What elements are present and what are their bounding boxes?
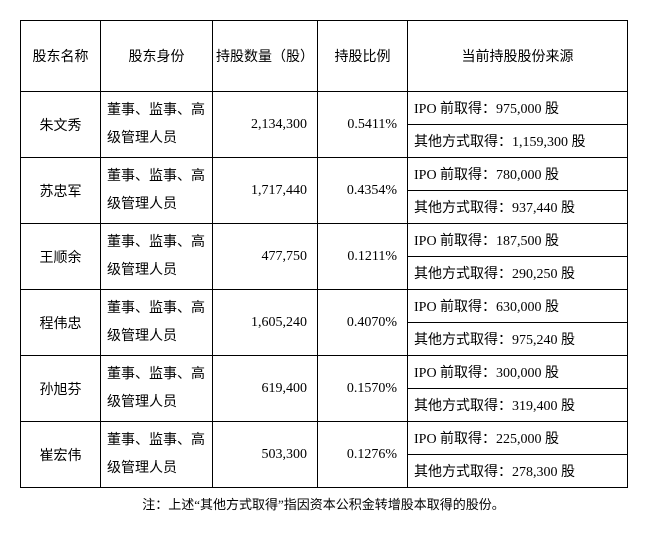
cell-source-ipo: IPO 前取得：975,000 股 — [408, 92, 628, 125]
table-header-row: 股东名称 股东身份 持股数量（股） 持股比例 当前持股股份来源 — [21, 21, 628, 92]
cell-role: 董事、监事、高级管理人员 — [101, 356, 213, 422]
cell-role: 董事、监事、高级管理人员 — [101, 290, 213, 356]
table-row: 孙旭芬董事、监事、高级管理人员619,4000.1570%IPO 前取得：300… — [21, 356, 628, 389]
col-header-src: 当前持股股份来源 — [408, 21, 628, 92]
cell-source-ipo: IPO 前取得：780,000 股 — [408, 158, 628, 191]
cell-source-other: 其他方式取得：937,440 股 — [408, 191, 628, 224]
footnote: 注：上述“其他方式取得”指因资本公积金转增股本取得的股份。 — [20, 494, 627, 513]
cell-source-other: 其他方式取得：278,300 股 — [408, 455, 628, 488]
col-header-name: 股东名称 — [21, 21, 101, 92]
col-header-pct: 持股比例 — [318, 21, 408, 92]
cell-pct: 0.1276% — [318, 422, 408, 488]
table-row: 程伟忠董事、监事、高级管理人员1,605,2400.4070%IPO 前取得：6… — [21, 290, 628, 323]
cell-name: 苏忠军 — [21, 158, 101, 224]
cell-qty: 619,400 — [213, 356, 318, 422]
cell-qty: 1,605,240 — [213, 290, 318, 356]
cell-name: 程伟忠 — [21, 290, 101, 356]
cell-source-other: 其他方式取得：290,250 股 — [408, 257, 628, 290]
cell-qty: 1,717,440 — [213, 158, 318, 224]
cell-name: 崔宏伟 — [21, 422, 101, 488]
cell-pct: 0.1211% — [318, 224, 408, 290]
cell-role: 董事、监事、高级管理人员 — [101, 422, 213, 488]
table-row: 朱文秀董事、监事、高级管理人员2,134,3000.5411%IPO 前取得：9… — [21, 92, 628, 125]
cell-name: 孙旭芬 — [21, 356, 101, 422]
table-row: 苏忠军董事、监事、高级管理人员1,717,4400.4354%IPO 前取得：7… — [21, 158, 628, 191]
cell-source-ipo: IPO 前取得：300,000 股 — [408, 356, 628, 389]
cell-qty: 2,134,300 — [213, 92, 318, 158]
table-row: 崔宏伟董事、监事、高级管理人员503,3000.1276%IPO 前取得：225… — [21, 422, 628, 455]
cell-pct: 0.5411% — [318, 92, 408, 158]
cell-name: 王顺余 — [21, 224, 101, 290]
shareholder-table: 股东名称 股东身份 持股数量（股） 持股比例 当前持股股份来源 朱文秀董事、监事… — [20, 20, 628, 488]
cell-qty: 477,750 — [213, 224, 318, 290]
cell-name: 朱文秀 — [21, 92, 101, 158]
cell-source-other: 其他方式取得：1,159,300 股 — [408, 125, 628, 158]
cell-qty: 503,300 — [213, 422, 318, 488]
cell-role: 董事、监事、高级管理人员 — [101, 92, 213, 158]
cell-source-ipo: IPO 前取得：225,000 股 — [408, 422, 628, 455]
col-header-qty: 持股数量（股） — [213, 21, 318, 92]
cell-source-other: 其他方式取得：319,400 股 — [408, 389, 628, 422]
cell-pct: 0.4070% — [318, 290, 408, 356]
cell-source-ipo: IPO 前取得：187,500 股 — [408, 224, 628, 257]
col-header-role: 股东身份 — [101, 21, 213, 92]
cell-source-other: 其他方式取得：975,240 股 — [408, 323, 628, 356]
cell-role: 董事、监事、高级管理人员 — [101, 224, 213, 290]
table-row: 王顺余董事、监事、高级管理人员477,7500.1211%IPO 前取得：187… — [21, 224, 628, 257]
cell-source-ipo: IPO 前取得：630,000 股 — [408, 290, 628, 323]
cell-pct: 0.4354% — [318, 158, 408, 224]
cell-pct: 0.1570% — [318, 356, 408, 422]
cell-role: 董事、监事、高级管理人员 — [101, 158, 213, 224]
